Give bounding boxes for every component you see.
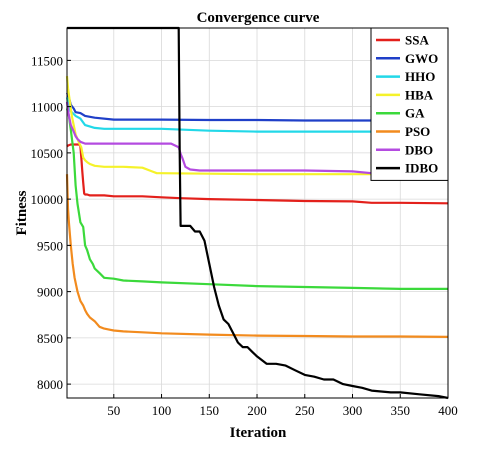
series-line-ga [65,108,448,290]
x-tick-label: 50 [107,403,120,418]
series-line-gwo [65,92,448,122]
legend-label-pso: PSO [405,124,430,139]
y-tick-label: 9500 [37,238,63,253]
chart-title: Convergence curve [197,10,320,26]
legend-label-hba: HBA [405,87,434,102]
legend: SSA GWO HHO HBA GA PSO DBO IDBO [370,27,449,181]
series-line-hba [65,76,448,176]
legend-box [370,27,449,181]
legend-label-gwo: GWO [405,51,438,66]
x-tick-label: 150 [200,403,220,418]
series-line-idbo [67,26,449,400]
y-tick-label: 10500 [31,146,64,161]
x-tick-label: 350 [391,403,411,418]
x-axis-title: Iteration [230,425,287,441]
series-layer [65,26,449,400]
legend-label-idbo: IDBO [405,161,438,176]
x-tick-label: 400 [438,403,458,418]
legend-label-hho: HHO [405,69,435,84]
x-tick-label: 200 [247,403,267,418]
y-tick-label: 8000 [37,377,63,392]
y-tick-label: 9000 [37,285,63,300]
y-tick-label: 10000 [31,192,64,207]
y-tick-label: 8500 [37,331,63,346]
y-axis-title: Fitness [14,190,30,235]
y-tick-label: 11500 [31,53,63,68]
x-tick-label: 250 [295,403,315,418]
legend-label-dbo: DBO [405,142,433,157]
legend-label-ga: GA [405,106,425,121]
legend-label-ssa: SSA [405,33,429,48]
series-line-dbo [65,101,449,175]
series-line-hho [65,97,448,133]
x-tick-label: 300 [343,403,363,418]
x-tick-label: 100 [152,403,172,418]
axis-ticks: 50 100 150 200 250 300 350 400 8000 8500 9000 9500 1… [31,53,458,418]
y-tick-label: 11000 [31,100,63,115]
series-line-pso [65,174,449,338]
